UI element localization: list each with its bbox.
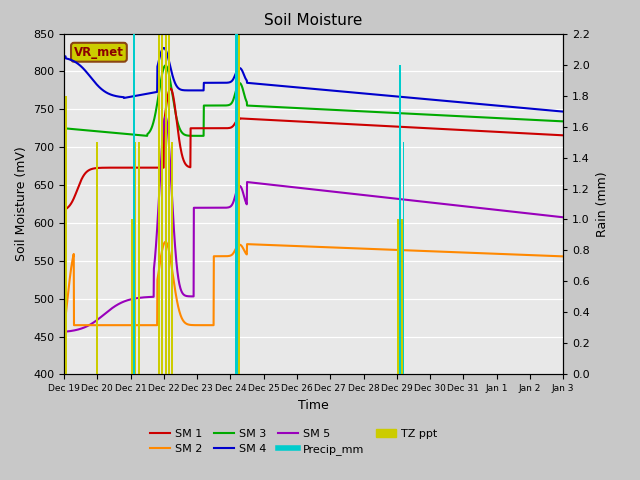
X-axis label: Time: Time <box>298 399 329 412</box>
Bar <box>403 142 404 374</box>
Bar <box>161 34 163 374</box>
Text: VR_met: VR_met <box>74 46 124 59</box>
Bar <box>235 34 236 374</box>
Bar <box>96 142 99 374</box>
Bar <box>397 219 399 374</box>
Bar <box>133 34 135 374</box>
Bar <box>138 142 140 374</box>
Y-axis label: Soil Moisture (mV): Soil Moisture (mV) <box>15 146 28 262</box>
Legend: SM 1, SM 2, SM 3, SM 4, SM 5, Precip_mm, TZ ppt: SM 1, SM 2, SM 3, SM 4, SM 5, Precip_mm,… <box>145 424 442 460</box>
Bar <box>236 34 238 374</box>
Bar <box>164 34 166 374</box>
Title: Soil Moisture: Soil Moisture <box>264 13 363 28</box>
Bar <box>399 65 401 374</box>
Bar <box>131 219 133 374</box>
Bar <box>65 96 67 374</box>
Bar <box>401 219 403 374</box>
Bar <box>158 34 160 374</box>
Bar <box>168 34 170 374</box>
Y-axis label: Rain (mm): Rain (mm) <box>596 171 609 237</box>
Bar <box>237 34 240 374</box>
Bar <box>171 142 173 374</box>
Bar <box>135 142 136 374</box>
